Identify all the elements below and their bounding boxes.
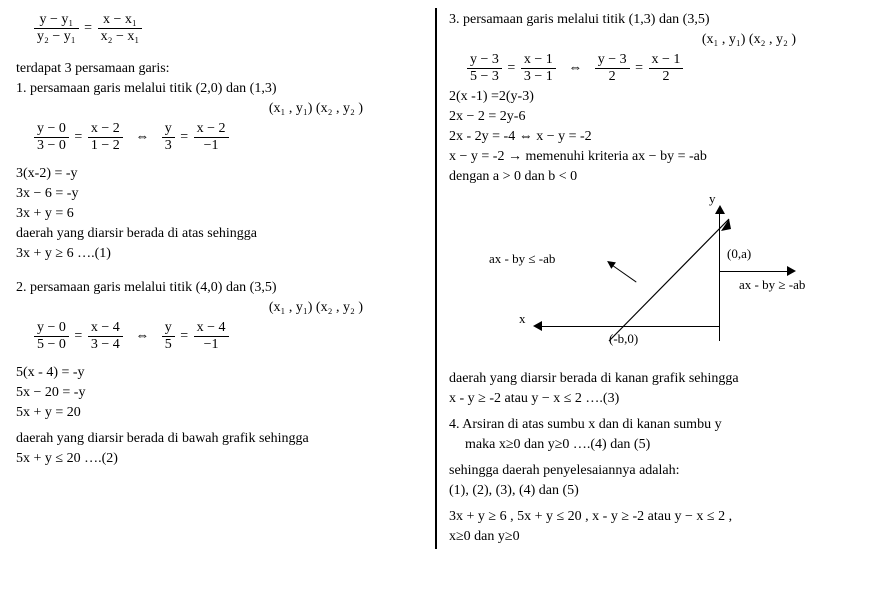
p2-f2n1: y <box>162 320 175 337</box>
general-formula: y − y₁y₂ − y₁ = x − x₁x₂ − x₁ <box>32 12 423 45</box>
c1: sehingga daerah penyelesaiannya adalah: <box>449 463 856 479</box>
gen-denL: y₂ − y₁ <box>34 29 79 45</box>
p2-fracs: y − 05 − 0 = x − 43 − 4 ⇔ y5 = x − 4−1 <box>32 320 423 353</box>
p1-f2d2: −1 <box>194 138 229 154</box>
c2: (1), (2), (3), (4) dan (5) <box>449 483 856 499</box>
intro-text: terdapat 3 persamaan garis: <box>16 61 423 77</box>
gen-numR: x − x₁ <box>98 12 143 29</box>
p3-pts: (x₁ , y₁) (x₂ , y₂ ) <box>449 32 856 48</box>
p2-iff: ⇔ <box>135 329 149 344</box>
p1-s5: 3x + y ≥ 6 ….(1) <box>16 246 423 262</box>
p4a: 4. Arsiran di atas sumbu x dan di kanan … <box>449 417 856 433</box>
p1-s4: daerah yang diarsir berada di atas sehin… <box>16 226 423 242</box>
p1-f1n1: y − 0 <box>34 121 69 138</box>
gen-eq: = <box>84 21 92 36</box>
p3-f1n2: x − 1 <box>521 52 556 69</box>
p2-s2: 5x − 20 = -y <box>16 385 423 401</box>
p4b: maka x≥0 dan y≥0 ….(4) dan (5) <box>465 437 856 453</box>
diag-left-region: ax - by ≤ -ab <box>489 251 555 267</box>
p3-s3: 2x - 2y = -4 ⇔ x − y = -2 <box>449 129 856 145</box>
p2-f1d2: 3 − 4 <box>88 337 123 353</box>
p1-f1d2: 1 − 2 <box>88 138 123 154</box>
diag-pt-b0: (-b,0) <box>609 331 638 347</box>
p1-f2n2: x − 2 <box>194 121 229 138</box>
p2-title: 2. persamaan garis melalui titik (4,0) d… <box>16 280 423 296</box>
p2-f1n2: x − 4 <box>88 320 123 337</box>
p2-f1n1: y − 0 <box>34 320 69 337</box>
p2-f2d1: 5 <box>162 337 175 353</box>
diag-pt-0a: (0,a) <box>727 246 751 262</box>
p2-f2n2: x − 4 <box>194 320 229 337</box>
p3-title: 3. persamaan garis melalui titik (1,3) d… <box>449 12 856 28</box>
p3-f2d2: 2 <box>649 69 684 85</box>
p3-s2: 2x − 2 = 2y-6 <box>449 109 856 125</box>
p2-f2d2: −1 <box>194 337 229 353</box>
p3-f1d1: 5 − 3 <box>467 69 502 85</box>
diag-right-region: ax - by ≥ -ab <box>739 277 829 293</box>
p1-f2n1: y <box>162 121 175 138</box>
p2-pts: (x₁ , y₁) (x₂ , y₂ ) <box>16 300 423 316</box>
p3-f1n1: y − 3 <box>467 52 502 69</box>
p3-s1: 2(x -1) =2(y-3) <box>449 89 856 105</box>
gen-numL: y − y₁ <box>34 12 79 29</box>
p2-s3: 5x + y = 20 <box>16 405 423 421</box>
p3-f1d2: 3 − 1 <box>521 69 556 85</box>
p2-s4: daerah yang diarsir berada di bawah graf… <box>16 431 423 447</box>
p3-fracs: y − 35 − 3 = x − 13 − 1 ⇔ y − 32 = x − 1… <box>465 52 856 85</box>
right-column: 3. persamaan garis melalui titik (1,3) d… <box>441 8 864 549</box>
p1-s1: 3(x-2) = -y <box>16 166 423 182</box>
p3-f2n2: x − 1 <box>649 52 684 69</box>
after-l1: daerah yang diarsir berada di kanan graf… <box>449 371 856 387</box>
p3-s4: x − y = -2 → memenuhi kriteria ax − by =… <box>449 149 856 165</box>
p1-s2: 3x − 6 = -y <box>16 186 423 202</box>
p1-s3: 3x + y = 6 <box>16 206 423 222</box>
column-divider <box>435 8 437 549</box>
p2-f1d1: 5 − 0 <box>34 337 69 353</box>
left-column: y − y₁y₂ − y₁ = x − x₁x₂ − x₁ terdapat 3… <box>8 8 431 549</box>
p1-fracs: y − 03 − 0 = x − 21 − 2 ⇔ y3 = x − 2−1 <box>32 121 423 154</box>
page-columns: y − y₁y₂ − y₁ = x − x₁x₂ − x₁ terdapat 3… <box>8 8 864 549</box>
p3-f2n1: y − 3 <box>595 52 630 69</box>
p3-f2d1: 2 <box>595 69 630 85</box>
diag-x-label: x <box>519 311 526 327</box>
p3-s5: dengan a > 0 dan b < 0 <box>449 169 856 185</box>
f1: 3x + y ≥ 6 , 5x + y ≤ 20 , x - y ≥ -2 at… <box>449 509 856 525</box>
p1-f1d1: 3 − 0 <box>34 138 69 154</box>
p3-iff: ⇔ <box>568 61 582 76</box>
p1-iff: ⇔ <box>135 130 149 145</box>
gen-denR: x₂ − x₁ <box>98 29 143 45</box>
region-diagram: y ax - by ≤ -ab (0,a) ax - by ≥ -ab x (-… <box>449 191 809 361</box>
p2-s1: 5(x - 4) = -y <box>16 365 423 381</box>
p2-s5: 5x + y ≤ 20 ….(2) <box>16 451 423 467</box>
p1-pts: (x₁ , y₁) (x₂ , y₂ ) <box>16 101 423 117</box>
p1-title: 1. persamaan garis melalui titik (2,0) d… <box>16 81 423 97</box>
p1-f1n2: x − 2 <box>88 121 123 138</box>
p1-f2d1: 3 <box>162 138 175 154</box>
f2: x≥0 dan y≥0 <box>449 529 856 545</box>
after-l2: x - y ≥ -2 atau y − x ≤ 2 ….(3) <box>449 391 856 407</box>
